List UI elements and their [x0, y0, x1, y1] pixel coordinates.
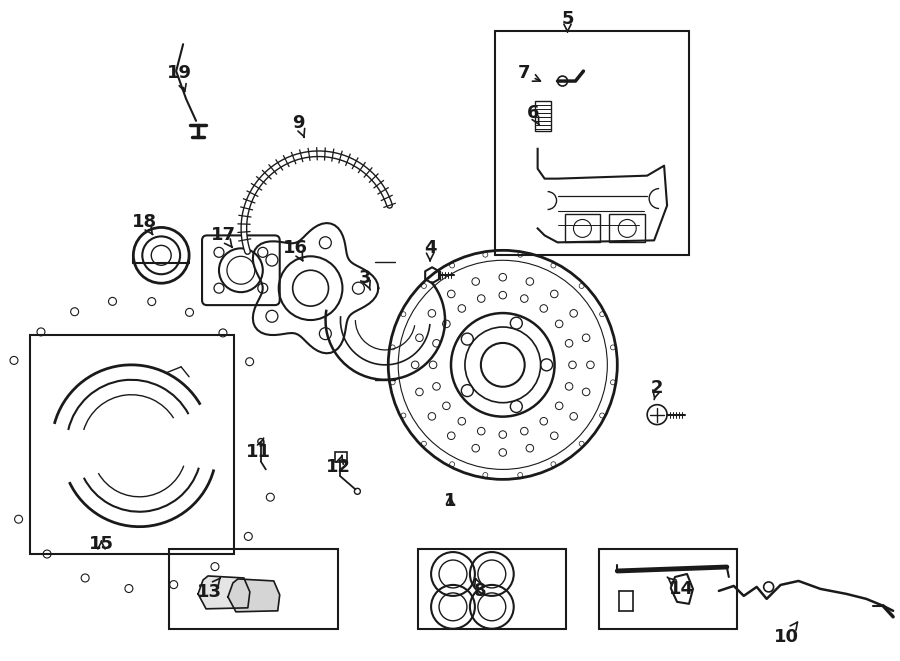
- Text: 8: 8: [473, 578, 486, 600]
- Text: 7: 7: [518, 64, 540, 82]
- Text: 15: 15: [89, 535, 114, 553]
- Polygon shape: [198, 576, 250, 609]
- Text: 3: 3: [359, 269, 372, 290]
- Text: 4: 4: [424, 239, 436, 260]
- Text: 18: 18: [131, 214, 157, 235]
- Text: 14: 14: [667, 577, 694, 598]
- Text: 5: 5: [562, 11, 574, 32]
- Bar: [535, 101, 551, 131]
- Polygon shape: [228, 579, 280, 612]
- Text: 16: 16: [284, 239, 308, 261]
- Text: 17: 17: [211, 227, 236, 247]
- Text: 9: 9: [292, 114, 305, 137]
- Bar: [30, 335, 234, 554]
- Text: 1: 1: [444, 492, 456, 510]
- Bar: [609, 214, 645, 243]
- Text: 13: 13: [196, 578, 221, 601]
- Bar: [495, 31, 689, 255]
- Bar: [336, 453, 347, 463]
- Text: 19: 19: [166, 64, 192, 92]
- Text: 11: 11: [247, 438, 271, 461]
- Text: 6: 6: [526, 104, 539, 125]
- Bar: [564, 214, 600, 243]
- Text: 10: 10: [774, 622, 799, 646]
- Text: 12: 12: [326, 455, 351, 477]
- Text: 2: 2: [651, 379, 663, 399]
- Bar: [418, 549, 565, 629]
- Bar: [599, 549, 737, 629]
- Bar: [169, 549, 338, 629]
